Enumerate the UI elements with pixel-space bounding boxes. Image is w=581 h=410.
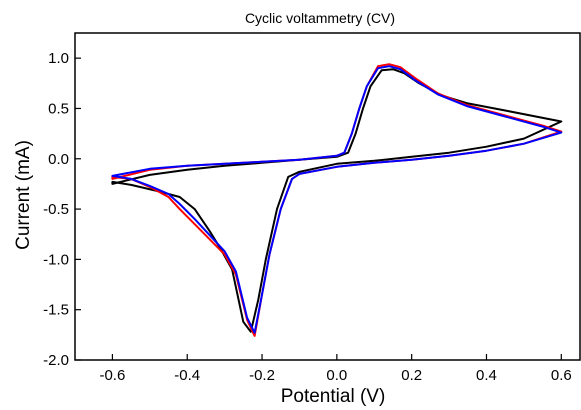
series-line-3 bbox=[111, 65, 563, 334]
y-tick-label: -1.0 bbox=[43, 251, 69, 268]
x-axis-label: Potential (V) bbox=[281, 386, 386, 407]
y-tick-label: -1.5 bbox=[43, 302, 69, 319]
series-line-1 bbox=[111, 68, 563, 333]
x-tick-label: 0.6 bbox=[551, 367, 572, 384]
y-tick-label: 1.0 bbox=[48, 50, 69, 67]
x-tick-label: 0.4 bbox=[476, 367, 497, 384]
x-tick-label: -0.4 bbox=[174, 367, 200, 384]
y-tick-label: -2.0 bbox=[43, 352, 69, 369]
x-tick-label: -0.6 bbox=[99, 367, 125, 384]
y-tick-label: 0.0 bbox=[48, 151, 69, 168]
plot-frame bbox=[74, 32, 581, 361]
x-axis: -0.6 -0.4 -0.2 0.0 0.2 0.4 0.6 bbox=[99, 354, 572, 384]
y-axis-label: Current (mA) bbox=[13, 140, 34, 250]
y-tick-label: 0.5 bbox=[48, 100, 69, 117]
x-tick-label: -0.2 bbox=[249, 367, 275, 384]
y-axis: -2.0 -1.5 -1.0 -0.5 0.0 0.5 1.0 bbox=[43, 50, 81, 369]
series-layer bbox=[111, 63, 563, 337]
x-tick-label: 0.2 bbox=[401, 367, 422, 384]
x-tick-label: 0.0 bbox=[326, 367, 347, 384]
series-line-2 bbox=[111, 63, 563, 337]
chart-title: Cyclic voltammetry (CV) bbox=[245, 10, 395, 26]
y-tick-label: -0.5 bbox=[43, 201, 69, 218]
